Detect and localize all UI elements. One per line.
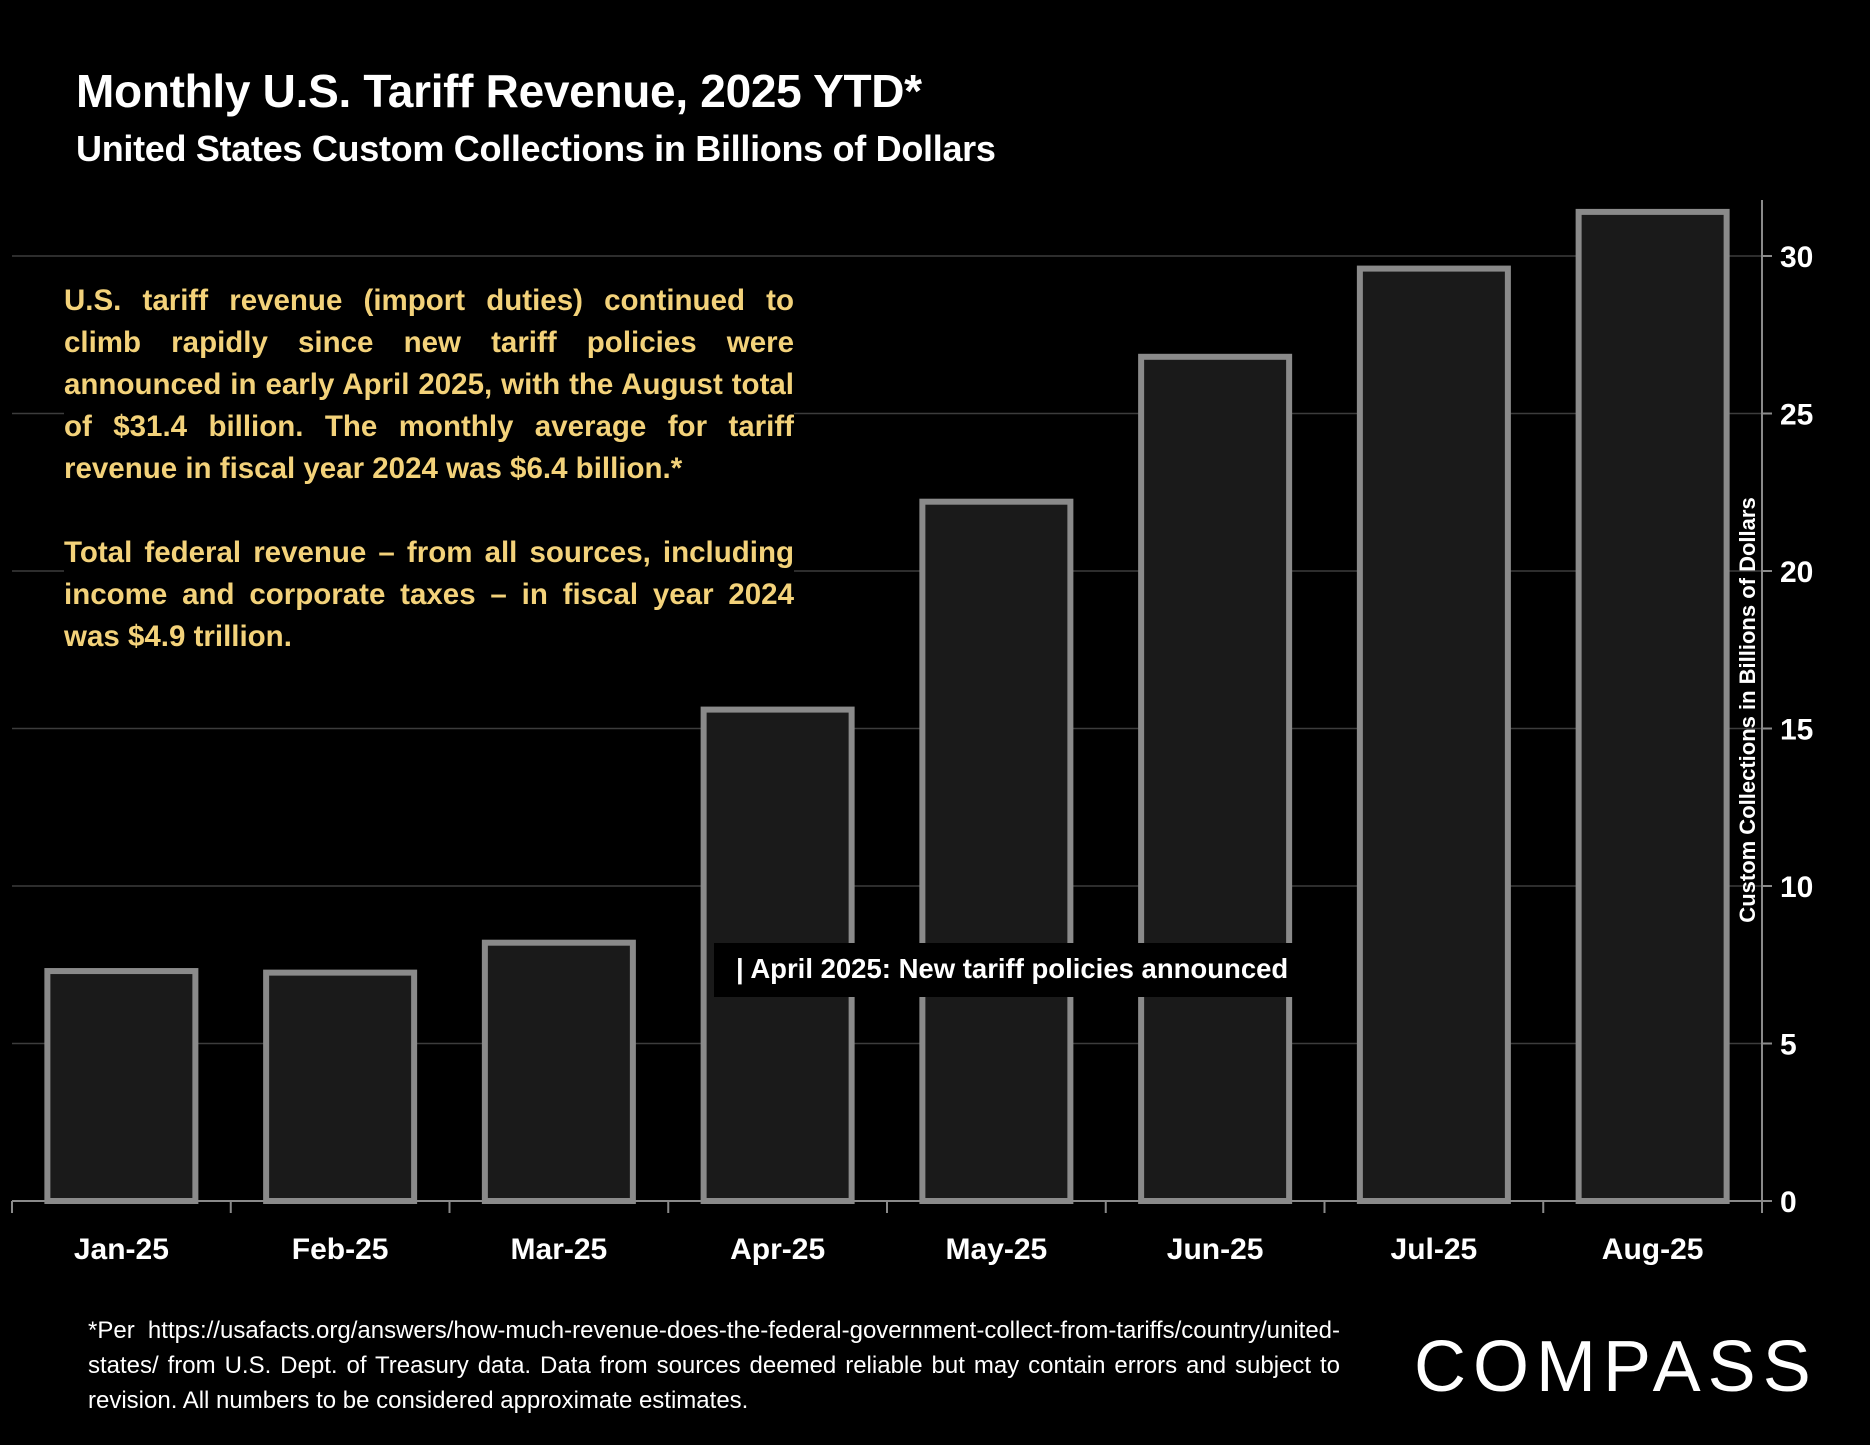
y-tick-label-30: 30: [1780, 241, 1813, 274]
commentary-paragraph-2: Total federal revenue – from all sources…: [64, 536, 794, 653]
x-tick-label-aug-25: Aug-25: [1602, 1233, 1704, 1266]
bar-jan-25: [44, 968, 199, 1204]
bar-may-25: [919, 498, 1074, 1204]
commentary-paragraph-1: U.S. tariff revenue (import duties) cont…: [64, 284, 794, 485]
x-tick-label-mar-25: Mar-25: [511, 1233, 608, 1266]
chart-title: Monthly U.S. Tariff Revenue, 2025 YTD*: [76, 65, 922, 117]
bar-jul-25: [1356, 265, 1511, 1205]
y-tick-label-5: 5: [1780, 1029, 1797, 1062]
compass-logo: COMPASS: [1414, 1327, 1818, 1407]
axis-labels: 0 5 10 15 20 25 30 Jan-25 Feb-25 Mar-25 Apr-25 May-…: [74, 241, 1814, 1266]
bar-feb-25: [263, 969, 418, 1204]
x-tick-label-feb-25: Feb-25: [292, 1233, 389, 1266]
source-footnote: *Per https://usafacts.org/answers/how-mu…: [88, 1317, 1340, 1414]
y-tick-label-25: 25: [1780, 399, 1813, 432]
x-tick-label-jan-25: Jan-25: [74, 1233, 169, 1266]
y-tick-label-10: 10: [1780, 871, 1813, 904]
y-axis-title: Custom Collections in Billions of Dollar…: [1735, 497, 1760, 922]
bar-jun-25: [1138, 353, 1293, 1204]
x-tick-label-apr-25: Apr-25: [730, 1233, 825, 1266]
y-tick-label-20: 20: [1780, 556, 1813, 589]
april-annotation: | April 2025: New tariff policies announ…: [714, 943, 1311, 997]
chart-subtitle: United States Custom Collections in Bill…: [76, 128, 996, 169]
x-tick-label-jul-25: Jul-25: [1391, 1233, 1478, 1266]
bar-mar-25: [481, 939, 636, 1204]
axes: [11, 200, 1772, 1213]
y-tick-label-15: 15: [1780, 714, 1813, 747]
x-tick-label-jun-25: Jun-25: [1167, 1233, 1264, 1266]
y-tick-label-0: 0: [1780, 1186, 1797, 1219]
commentary-box: U.S. tariff revenue (import duties) cont…: [64, 280, 794, 700]
bar-aug-25: [1575, 208, 1730, 1204]
x-tick-label-may-25: May-25: [946, 1233, 1048, 1266]
